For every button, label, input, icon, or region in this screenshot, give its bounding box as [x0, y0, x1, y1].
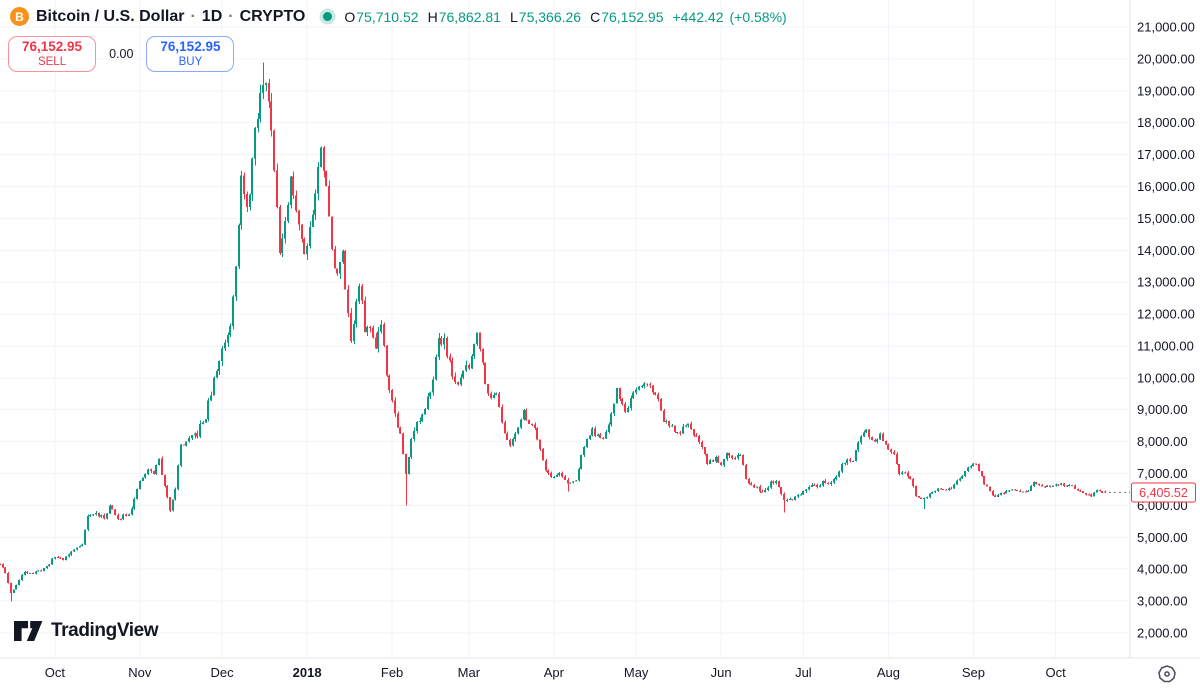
price-tick-label[interactable]: 17,000.00 [1137, 147, 1195, 162]
tradingview-logo[interactable]: TradingView [14, 620, 159, 642]
price-tick-label[interactable]: 15,000.00 [1137, 211, 1195, 226]
open-value: 75,710.52 [356, 8, 419, 25]
close-value: 76,152.95 [601, 8, 664, 25]
symbol-title[interactable]: Bitcoin / U.S. Dollar [36, 7, 185, 25]
time-scale[interactable]: Oct Nov Dec 2018 Feb Mar Apr May Jun Jul Aug Sep Oct [45, 665, 1066, 680]
time-tick-label[interactable]: Sep [962, 665, 985, 680]
price-tick-label[interactable]: 9,000.00 [1137, 402, 1188, 417]
buy-button-label: BUY [178, 56, 203, 69]
sell-price: 76,152.95 [22, 39, 83, 54]
bitcoin-icon: B [10, 7, 29, 26]
tradingview-logo-text: TradingView [51, 620, 159, 641]
time-tick-label[interactable]: Dec [211, 665, 235, 680]
price-tick-label[interactable]: 13,000.00 [1137, 275, 1195, 290]
price-tick-label[interactable]: 7,000.00 [1137, 466, 1188, 481]
time-tick-label[interactable]: Oct [1046, 665, 1067, 680]
title-separator: · [190, 7, 196, 25]
time-tick-label[interactable]: May [624, 665, 649, 680]
time-tick-label[interactable]: Mar [458, 665, 481, 680]
time-tick-label[interactable]: Feb [381, 665, 403, 680]
symbol-legend[interactable]: B Bitcoin / U.S. Dollar · 1D · CRYPTO O7… [10, 7, 793, 26]
time-tick-label[interactable]: Apr [544, 665, 565, 680]
time-tick-label[interactable]: Aug [877, 665, 900, 680]
time-tick-label[interactable]: 2018 [293, 665, 322, 680]
price-tick-label[interactable]: 16,000.00 [1137, 179, 1195, 194]
low-value: 75,366.26 [518, 8, 582, 25]
price-tick-label[interactable]: 5,000.00 [1137, 530, 1188, 545]
price-tick-label[interactable]: 12,000.00 [1137, 307, 1195, 322]
price-tick-label[interactable]: 2,000.00 [1137, 626, 1188, 641]
time-tick-label[interactable]: Oct [45, 665, 66, 680]
buy-button[interactable]: 76,152.95 BUY [146, 36, 235, 73]
price-tick-label[interactable]: 4,000.00 [1137, 562, 1188, 577]
buy-price: 76,152.95 [160, 39, 221, 54]
tradingview-logo-icon [14, 621, 43, 641]
price-tick-label[interactable]: 11,000.00 [1137, 338, 1194, 353]
price-tick-label[interactable]: 18,000.00 [1137, 115, 1195, 130]
time-tick-label[interactable]: Jun [711, 665, 732, 680]
interval-label[interactable]: 1D [201, 7, 223, 25]
exchange-label: CRYPTO [239, 7, 306, 25]
sell-button[interactable]: 76,152.95 SELL [8, 36, 97, 73]
price-tick-label[interactable]: 20,000.00 [1137, 51, 1195, 66]
high-label: H [427, 8, 438, 25]
price-tick-label[interactable]: 14,000.00 [1137, 243, 1195, 258]
grid-lines [0, 0, 1130, 658]
market-status-icon[interactable] [323, 12, 333, 21]
price-tick-label[interactable]: 8,000.00 [1137, 434, 1188, 449]
high-value: 76,862.81 [438, 8, 501, 25]
order-panel: 76,152.95 SELL 0.00 76,152.95 BUY [8, 36, 235, 73]
close-label: C [590, 8, 601, 25]
time-tick-label[interactable]: Jul [795, 665, 812, 680]
price-tick-label[interactable]: 19,000.00 [1137, 83, 1195, 98]
open-label: O [344, 8, 356, 25]
spread-value: 0.00 [109, 47, 134, 62]
low-label: L [509, 8, 518, 25]
last-price-value: 6,405.52 [1139, 486, 1188, 500]
axis-borders [0, 0, 1200, 659]
last-price-label[interactable]: 6,405.52 [1131, 482, 1196, 503]
price-scale[interactable]: 2,000.003,000.004,000.005,000.006,000.00… [1137, 20, 1195, 641]
title-separator: · [228, 7, 234, 25]
settings-icon[interactable] [1156, 663, 1178, 685]
candlestick-series[interactable] [0, 62, 1106, 602]
ohlc-values: O75,710.52 H76,862.81 L75,366.26 C76,152… [344, 9, 792, 25]
time-tick-label[interactable]: Nov [128, 665, 152, 680]
sell-button-label: SELL [37, 56, 67, 69]
change-value: +442.42 [672, 8, 724, 25]
price-tick-label[interactable]: 21,000.00 [1137, 20, 1195, 35]
price-tick-label[interactable]: 3,000.00 [1137, 594, 1188, 609]
change-percent: (+0.58%) [729, 8, 787, 25]
price-tick-label[interactable]: 10,000.00 [1137, 370, 1195, 385]
